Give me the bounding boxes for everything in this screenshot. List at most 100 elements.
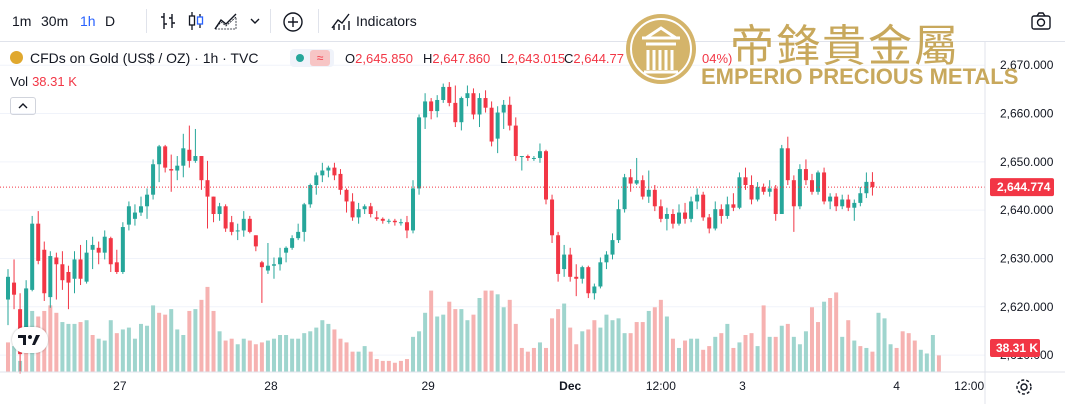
data-delay-icon: ≈ xyxy=(310,50,330,66)
candle-chart-type-icon[interactable] xyxy=(187,11,205,31)
volume-bar xyxy=(114,333,119,372)
volume-bar xyxy=(652,307,657,372)
volume-bar xyxy=(6,342,10,372)
candle-body xyxy=(169,169,174,171)
volume-bar xyxy=(834,292,839,372)
candle-body xyxy=(816,172,821,192)
volume-bar xyxy=(356,351,361,372)
volume-bar xyxy=(852,340,857,372)
indicators-icon[interactable] xyxy=(331,11,353,31)
volume-bar xyxy=(791,336,796,372)
volume-bar xyxy=(217,331,222,372)
candle-body xyxy=(229,222,234,232)
volume-bar xyxy=(513,323,518,372)
candle-body xyxy=(284,247,289,253)
candle-body xyxy=(441,86,446,100)
candle-body xyxy=(78,259,83,279)
volume-bar xyxy=(876,312,881,372)
volume-bar xyxy=(683,340,688,372)
volume-bar xyxy=(471,314,476,372)
candle-body xyxy=(592,286,597,294)
volume-bar xyxy=(453,309,458,372)
volume-bar xyxy=(489,290,494,372)
add-compare-icon[interactable] xyxy=(282,11,304,33)
candle-body xyxy=(163,146,168,168)
watermark-chinese: 帝鋒貴金屬 xyxy=(730,21,960,72)
candle-body xyxy=(417,117,422,189)
candle-body xyxy=(48,256,53,298)
volume-bar xyxy=(423,312,428,372)
timeframe-1m[interactable]: 1m xyxy=(12,13,32,29)
price-axis-label: 2,620.000 xyxy=(1000,300,1054,314)
volume-bar xyxy=(284,335,289,372)
volume-bar xyxy=(586,329,591,372)
candle-body xyxy=(193,156,198,161)
volume-bar xyxy=(719,333,724,372)
volume-bar xyxy=(344,342,349,372)
collapse-legend-button[interactable] xyxy=(10,97,36,115)
volume-bar xyxy=(616,318,621,372)
candle-body xyxy=(737,177,742,208)
volume-bar xyxy=(670,338,675,372)
indicators-button[interactable]: Indicators xyxy=(356,13,417,29)
candle-body xyxy=(852,202,857,208)
candle-body xyxy=(356,209,361,218)
toolbar-divider xyxy=(318,9,319,33)
candle-body xyxy=(622,177,627,210)
timeframe-d[interactable]: D xyxy=(105,13,116,29)
volume-bar xyxy=(701,349,706,372)
candle-body xyxy=(187,149,192,161)
volume-bar xyxy=(658,299,663,372)
candle-body xyxy=(580,267,585,279)
timeframe-30m[interactable]: 30m xyxy=(41,13,69,29)
candle-body xyxy=(586,267,591,294)
settings-gear-icon[interactable] xyxy=(1015,378,1033,396)
candle-body xyxy=(616,209,621,241)
volume-bar xyxy=(223,340,228,372)
time-axis-label: 4 xyxy=(893,379,900,393)
volume-bar xyxy=(157,312,162,372)
volume-bar xyxy=(187,310,192,372)
volume-bar xyxy=(828,298,833,372)
candle-body xyxy=(646,189,651,197)
volume-bar xyxy=(749,333,754,372)
candle-body xyxy=(114,262,119,272)
volume-bar xyxy=(241,338,246,372)
volume-bar xyxy=(628,333,633,372)
candle-body xyxy=(683,212,688,219)
candle-body xyxy=(145,194,150,207)
candle-body xyxy=(126,206,131,225)
candle-body xyxy=(809,180,814,192)
volume-bar xyxy=(930,335,935,372)
chart-toolbar: 1m 30m 1h D Indicators xyxy=(0,0,1065,42)
market-status-pill[interactable]: ≈ xyxy=(290,49,334,67)
candle-body xyxy=(36,223,41,261)
volume-bar xyxy=(278,335,283,372)
candle-body xyxy=(90,244,95,250)
area-chart-type-icon[interactable] xyxy=(214,11,238,31)
candle-body xyxy=(241,218,246,231)
candle-body xyxy=(507,104,512,126)
volume-bar xyxy=(556,309,561,372)
candle-body xyxy=(84,252,89,282)
volume-bar xyxy=(96,338,101,372)
candle-body xyxy=(138,206,143,213)
tradingview-logo[interactable] xyxy=(12,327,48,353)
candle-body xyxy=(840,199,845,207)
time-axis-label: 12:00 xyxy=(646,379,676,393)
volume-bar xyxy=(290,338,295,372)
volume-bar xyxy=(259,342,264,372)
timeframe-1h[interactable]: 1h xyxy=(80,13,96,29)
candle-body xyxy=(6,276,10,300)
candle-body xyxy=(610,240,615,255)
bar-chart-type-icon[interactable] xyxy=(160,11,178,31)
symbol-title[interactable]: CFDs on Gold (US$ / OZ) · 1h · TVC xyxy=(30,50,259,66)
candle-body xyxy=(181,148,186,166)
chevron-down-icon[interactable] xyxy=(248,11,262,31)
volume-bar xyxy=(580,331,585,372)
volume-bar xyxy=(235,344,240,372)
volume-bar xyxy=(713,336,718,372)
volume-bar xyxy=(181,335,186,372)
camera-icon[interactable] xyxy=(1030,11,1052,31)
